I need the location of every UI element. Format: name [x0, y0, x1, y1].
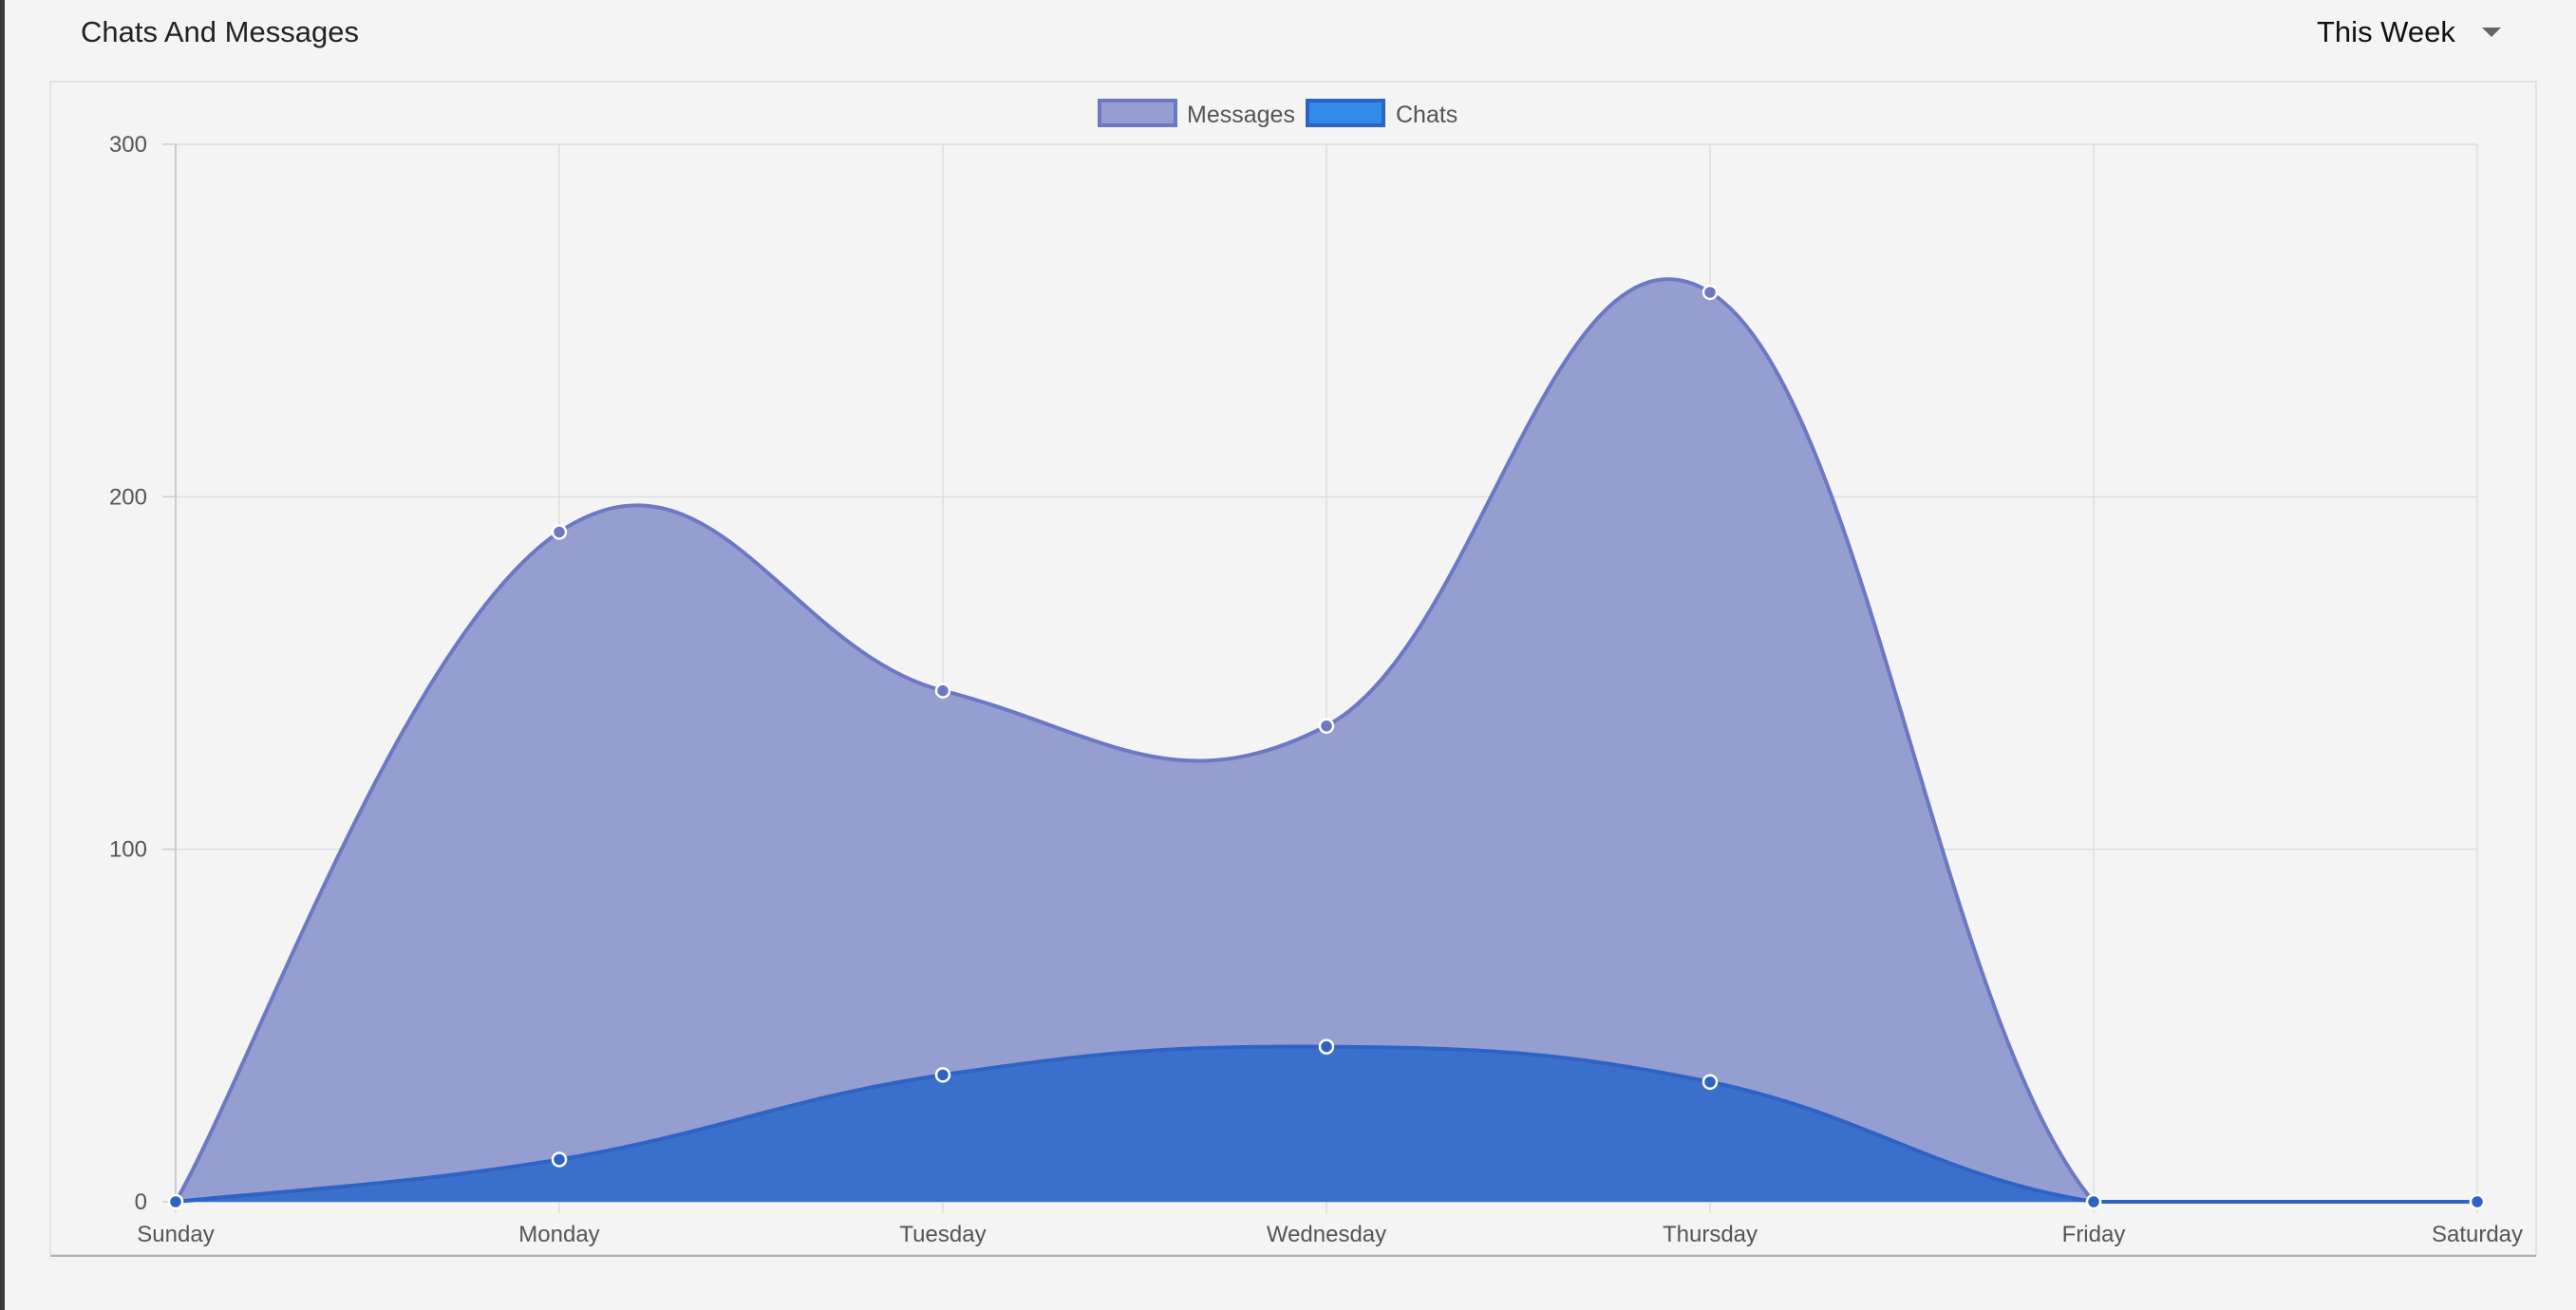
- window-edge: [0, 0, 5, 1310]
- chats-point-sunday[interactable]: [167, 1193, 184, 1210]
- messages-line: [174, 277, 2477, 1205]
- legend-item-messages[interactable]: Messages: [1098, 99, 1295, 128]
- legend-label: Messages: [1187, 102, 1295, 128]
- y-tick-label: 200: [109, 484, 147, 510]
- x-tick-label: Friday: [2062, 1222, 2126, 1247]
- caret-down-icon: [2481, 28, 2501, 37]
- chats-point-wednesday[interactable]: [1318, 1039, 1335, 1055]
- chats-point-thursday[interactable]: [1702, 1074, 1719, 1090]
- y-tick-label: 100: [109, 837, 147, 863]
- legend-swatch: [1306, 99, 1385, 127]
- chats-area: [176, 1046, 2477, 1202]
- page-title: Chats And Messages: [81, 15, 359, 48]
- chart-points: [167, 284, 2486, 1210]
- messages-point-thursday[interactable]: [1702, 284, 1719, 301]
- messages-point-tuesday[interactable]: [934, 683, 951, 699]
- messages-point-monday[interactable]: [551, 524, 568, 540]
- chats-point-monday[interactable]: [551, 1151, 568, 1168]
- chats-point-friday[interactable]: [2085, 1193, 2102, 1210]
- legend-swatch: [1098, 99, 1177, 127]
- date-range-dropdown[interactable]: This Week: [2317, 11, 2501, 53]
- y-tick-label: 300: [109, 132, 147, 158]
- x-tick-label: Wednesday: [1267, 1222, 1386, 1247]
- chats-point-tuesday[interactable]: [934, 1067, 951, 1083]
- chart-legend: Messages Chats: [1098, 99, 1457, 128]
- y-tick-label: 0: [135, 1189, 147, 1215]
- legend-item-chats[interactable]: Chats: [1306, 99, 1457, 128]
- messages-area: [176, 279, 2477, 1202]
- date-range-value: This Week: [2317, 15, 2455, 48]
- x-axis-ticks: Sunday Monday Tuesday Wednesday Thursday Frid…: [137, 1222, 2523, 1247]
- y-axis-ticks: 0 100 200 300: [109, 132, 147, 1215]
- legend-label: Chats: [1396, 102, 1457, 128]
- x-tick-label: Tuesday: [899, 1222, 986, 1247]
- x-tick-label: Thursday: [1663, 1222, 1758, 1247]
- x-tick-label: Saturday: [2432, 1222, 2523, 1247]
- chats-point-saturday[interactable]: [2469, 1193, 2486, 1210]
- x-tick-label: Monday: [518, 1222, 599, 1247]
- messages-point-wednesday[interactable]: [1318, 718, 1335, 734]
- x-tick-label: Sunday: [137, 1222, 214, 1247]
